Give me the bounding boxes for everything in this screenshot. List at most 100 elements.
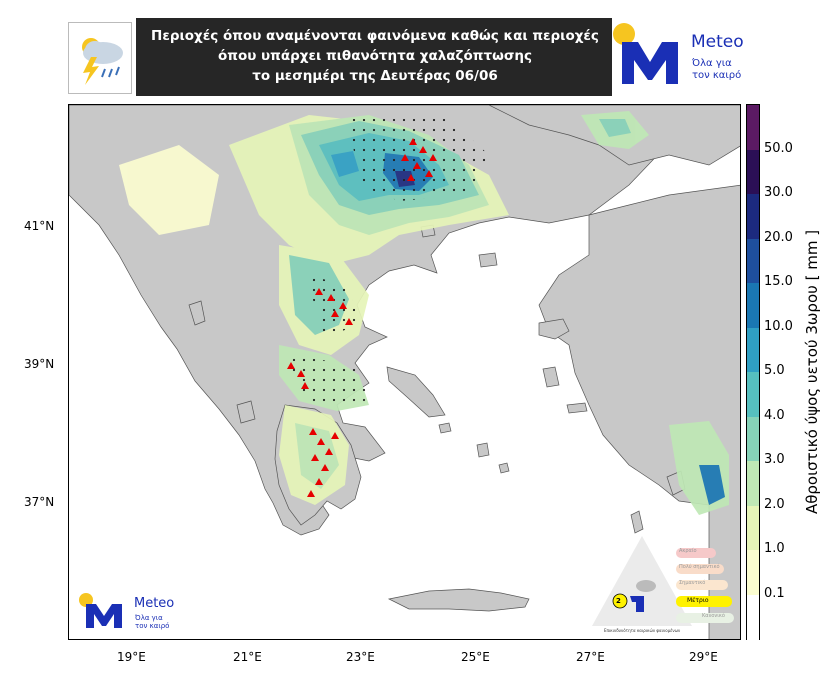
colorbar-segment bbox=[747, 238, 759, 284]
colorbar-segment bbox=[747, 372, 759, 417]
hail-marker bbox=[317, 438, 325, 445]
hail-marker bbox=[315, 478, 323, 485]
title-line-3: το μεσημέρι της Δευτέρας 06/06 bbox=[252, 68, 498, 84]
cyclades-2 bbox=[498, 462, 510, 474]
lon-label-25: 25°E bbox=[461, 650, 490, 664]
weather-icon-box bbox=[68, 22, 132, 94]
logo-tagline-1: Όλα για bbox=[692, 58, 732, 69]
hail-marker bbox=[321, 464, 329, 471]
lon-label-21: 21°E bbox=[233, 650, 262, 664]
hail-marker bbox=[325, 448, 333, 455]
logo-tagline-2: τον καιρό bbox=[692, 70, 742, 81]
colorbar-tick-label: 20.0 bbox=[764, 229, 793, 245]
meteo-logo-mark bbox=[613, 23, 678, 84]
naxos bbox=[476, 442, 490, 458]
meteo-logo: Meteo Όλα για τον καιρό bbox=[612, 18, 762, 96]
colorbar-tick-label: 4.0 bbox=[764, 407, 785, 423]
logo-brand: Meteo bbox=[691, 32, 744, 52]
colorbar-tick-label: 2.0 bbox=[764, 496, 785, 512]
karpathos bbox=[630, 510, 644, 534]
colorbar-segment bbox=[747, 550, 759, 595]
lon-label-29: 29°E bbox=[689, 650, 718, 664]
pyramid-level-5: Κανονικό bbox=[702, 613, 725, 619]
pyramid-caption: Επικινδυνότητα καιρικών φαινομένων bbox=[604, 628, 681, 633]
hail-marker bbox=[297, 370, 305, 377]
storm-cloud-lightning-icon bbox=[82, 38, 123, 85]
hail-marker bbox=[309, 428, 317, 435]
turkey-asia-minor bbox=[538, 184, 740, 639]
hail-marker bbox=[409, 138, 417, 145]
hail-marker bbox=[401, 154, 409, 161]
samos bbox=[566, 402, 588, 414]
lon-label-27: 27°E bbox=[576, 650, 605, 664]
colorbar-tick-label: 5.0 bbox=[764, 363, 785, 378]
map-meteo-logo: Meteo Όλα για τον καιρό bbox=[78, 592, 188, 632]
colorbar-title: Αθροιστικό ύψος υετού 3ωρου [ mm ] bbox=[803, 229, 821, 515]
hail-marker bbox=[301, 382, 309, 389]
colorbar-segment bbox=[747, 327, 759, 373]
kefalonia bbox=[236, 400, 256, 424]
colorbar-segment bbox=[747, 461, 759, 506]
hail-marker bbox=[331, 310, 339, 317]
hail-marker bbox=[419, 146, 427, 153]
hail-marker bbox=[407, 174, 415, 181]
colorbar-segment bbox=[747, 283, 759, 328]
lon-label-23: 23°E bbox=[346, 650, 375, 664]
colorbar-tick-label: 50.0 bbox=[764, 140, 793, 156]
hail-marker bbox=[425, 170, 433, 177]
lat-label-39: 39°N bbox=[24, 357, 55, 371]
hail-markers bbox=[287, 138, 437, 497]
colorbar-tick-label: 0.1 bbox=[764, 585, 785, 601]
logo-tagline: Όλα για τον καιρό bbox=[692, 58, 752, 82]
corfu bbox=[188, 300, 206, 326]
hail-marker bbox=[331, 432, 339, 439]
colorbar-segment bbox=[747, 194, 759, 239]
pyramid-level-active: Μέτριο bbox=[687, 597, 709, 604]
cyclades-1 bbox=[438, 422, 452, 434]
map-title: Περιοχές όπου αναμένονται φαινόμενα καθώ… bbox=[136, 18, 614, 96]
chios bbox=[542, 366, 560, 388]
colorbar-segment bbox=[747, 416, 759, 462]
hail-marker bbox=[311, 454, 319, 461]
hail-marker bbox=[287, 362, 295, 369]
map-logo-tagline-1: Όλα για bbox=[135, 614, 163, 622]
hail-marker bbox=[315, 288, 323, 295]
balkans-mainland bbox=[69, 105, 740, 536]
colorbar-tick-label: 30.0 bbox=[764, 185, 793, 200]
colorbar-tick-label: 15.0 bbox=[764, 274, 793, 289]
hail-marker bbox=[339, 302, 347, 309]
hail-marker bbox=[327, 294, 335, 301]
lat-label-37: 37°N bbox=[24, 495, 55, 509]
precipitation-map bbox=[68, 104, 741, 640]
hail-marker bbox=[345, 318, 353, 325]
colorbar-tick-label: 10.0 bbox=[764, 318, 793, 334]
map-logo-tagline-2: τον καιρό bbox=[135, 622, 170, 630]
lesvos bbox=[538, 318, 570, 340]
colorbar-tick-label: 3.0 bbox=[764, 452, 785, 467]
lemnos bbox=[478, 252, 498, 268]
colorbar-segment bbox=[747, 149, 759, 195]
pyramid-level-2: Πολύ σημαντικό bbox=[679, 564, 720, 570]
pyramid-level-1: Ακραίο bbox=[679, 548, 697, 554]
euboea bbox=[386, 366, 446, 418]
lon-label-19: 19°E bbox=[117, 650, 146, 664]
pyramid-active-number: 2 bbox=[616, 597, 621, 605]
title-line-2: όπου υπάρχει πιθανότητα χαλαζόπτωσης bbox=[218, 48, 532, 64]
title-line-1: Περιοχές όπου αναμένονται φαινόμενα καθώ… bbox=[151, 28, 599, 44]
colorbar bbox=[746, 104, 760, 640]
risk-pyramid bbox=[592, 536, 734, 626]
hail-marker bbox=[429, 154, 437, 161]
colorbar-segment bbox=[747, 594, 759, 640]
map-logo-brand: Meteo bbox=[134, 596, 175, 611]
map-canvas bbox=[69, 105, 740, 639]
colorbar-segment bbox=[747, 105, 759, 150]
colorbar-tick-label: 1.0 bbox=[764, 541, 785, 556]
map-logo-tagline: Όλα για τον καιρό bbox=[135, 614, 169, 630]
crete bbox=[387, 588, 530, 612]
hail-marker bbox=[413, 162, 421, 169]
colorbar-segment bbox=[747, 505, 759, 551]
risk-pyramid-legend: Ακραίο Πολύ σημαντικό Σημαντικό Μέτριο Κ… bbox=[590, 530, 740, 638]
pyramid-level-3: Σημαντικό bbox=[679, 580, 706, 586]
precipitation-overlay bbox=[119, 111, 729, 515]
map-meteo-logo-mark bbox=[79, 593, 122, 628]
